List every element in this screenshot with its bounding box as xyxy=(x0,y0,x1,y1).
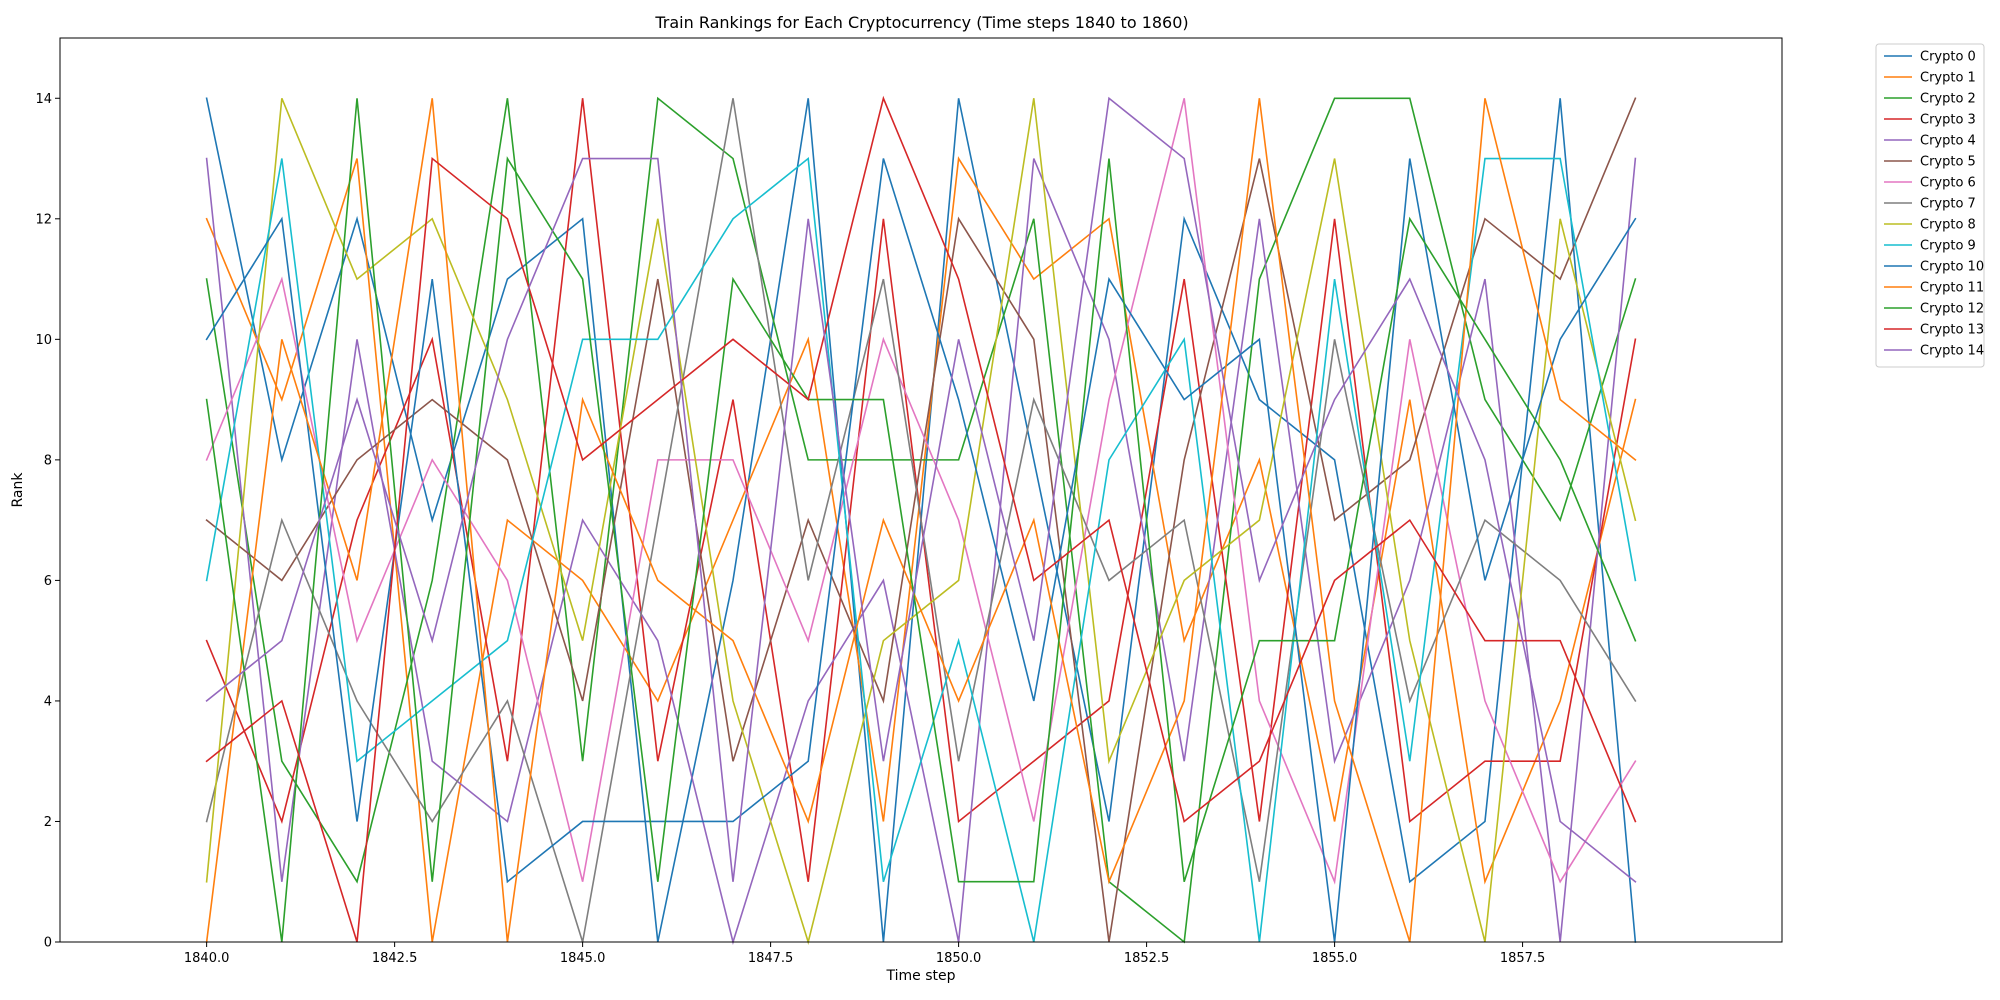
series-line-crypto-9 xyxy=(205,156,1637,943)
x-tick-label: 1857.5 xyxy=(1500,951,1546,966)
y-axis-label: Rank xyxy=(10,472,26,508)
series-line-crypto-13 xyxy=(205,95,1637,943)
x-tick-label: 1852.5 xyxy=(1124,951,1170,966)
legend-label-crypto-13: Crypto 13 xyxy=(1920,323,1984,338)
legend-label-crypto-14: Crypto 14 xyxy=(1920,344,1984,359)
y-tick-label: 10 xyxy=(35,333,52,348)
y-axis: 0 2 4 6 8 10 12 14 xyxy=(35,92,60,951)
series-line-crypto-12 xyxy=(205,98,1637,943)
x-tick-label: 1845.0 xyxy=(560,951,606,966)
y-tick-label: 6 xyxy=(44,574,52,589)
legend-label-crypto-3: Crypto 3 xyxy=(1920,113,1976,128)
legend-label-crypto-11: Crypto 11 xyxy=(1920,281,1984,296)
legend-label-crypto-4: Crypto 4 xyxy=(1920,134,1976,149)
y-tick-label: 2 xyxy=(44,815,52,830)
x-tick-label: 1842.5 xyxy=(372,951,418,966)
legend-label-crypto-2: Crypto 2 xyxy=(1920,92,1976,107)
y-tick-label: 0 xyxy=(44,936,52,951)
legend-label-crypto-1: Crypto 1 xyxy=(1920,71,1976,86)
x-tick-label: 1850.0 xyxy=(936,951,982,966)
legend-label-crypto-0: Crypto 0 xyxy=(1920,50,1976,65)
series-line-crypto-7 xyxy=(205,98,1637,943)
y-tick-label: 8 xyxy=(44,453,52,468)
x-tick-label: 1855.0 xyxy=(1312,951,1358,966)
series-layer xyxy=(205,95,1637,945)
y-tick-label: 12 xyxy=(35,212,52,227)
legend-label-crypto-8: Crypto 8 xyxy=(1920,218,1976,233)
y-tick-label: 14 xyxy=(35,92,52,107)
legend-label-crypto-10: Crypto 10 xyxy=(1920,260,1984,275)
legend-label-crypto-5: Crypto 5 xyxy=(1920,155,1976,170)
x-tick-label: 1840.0 xyxy=(184,951,230,966)
plot-area-frame xyxy=(59,37,1783,943)
x-axis-label: Time step xyxy=(886,968,956,984)
chart-title: Train Rankings for Each Cryptocurrency (… xyxy=(654,13,1188,32)
x-tick-label: 1847.5 xyxy=(748,951,794,966)
legend: Crypto 0 Crypto 1 Crypto 2 Crypto 3 Crypto 4… xyxy=(1875,43,1985,368)
y-tick-label: 4 xyxy=(44,694,52,709)
legend-label-crypto-12: Crypto 12 xyxy=(1920,302,1984,317)
series-line-crypto-6 xyxy=(205,98,1637,885)
x-axis: 1840.0 1842.5 1845.0 1847.5 1850.0 1852.5 1855… xyxy=(184,942,1545,966)
series-line-crypto-11 xyxy=(205,98,1637,943)
series-line-crypto-5 xyxy=(205,97,1637,943)
series-line-crypto-14 xyxy=(205,96,1637,883)
legend-label-crypto-9: Crypto 9 xyxy=(1920,239,1976,254)
legend-label-crypto-7: Crypto 7 xyxy=(1920,197,1976,212)
legend-label-crypto-6: Crypto 6 xyxy=(1920,176,1976,191)
